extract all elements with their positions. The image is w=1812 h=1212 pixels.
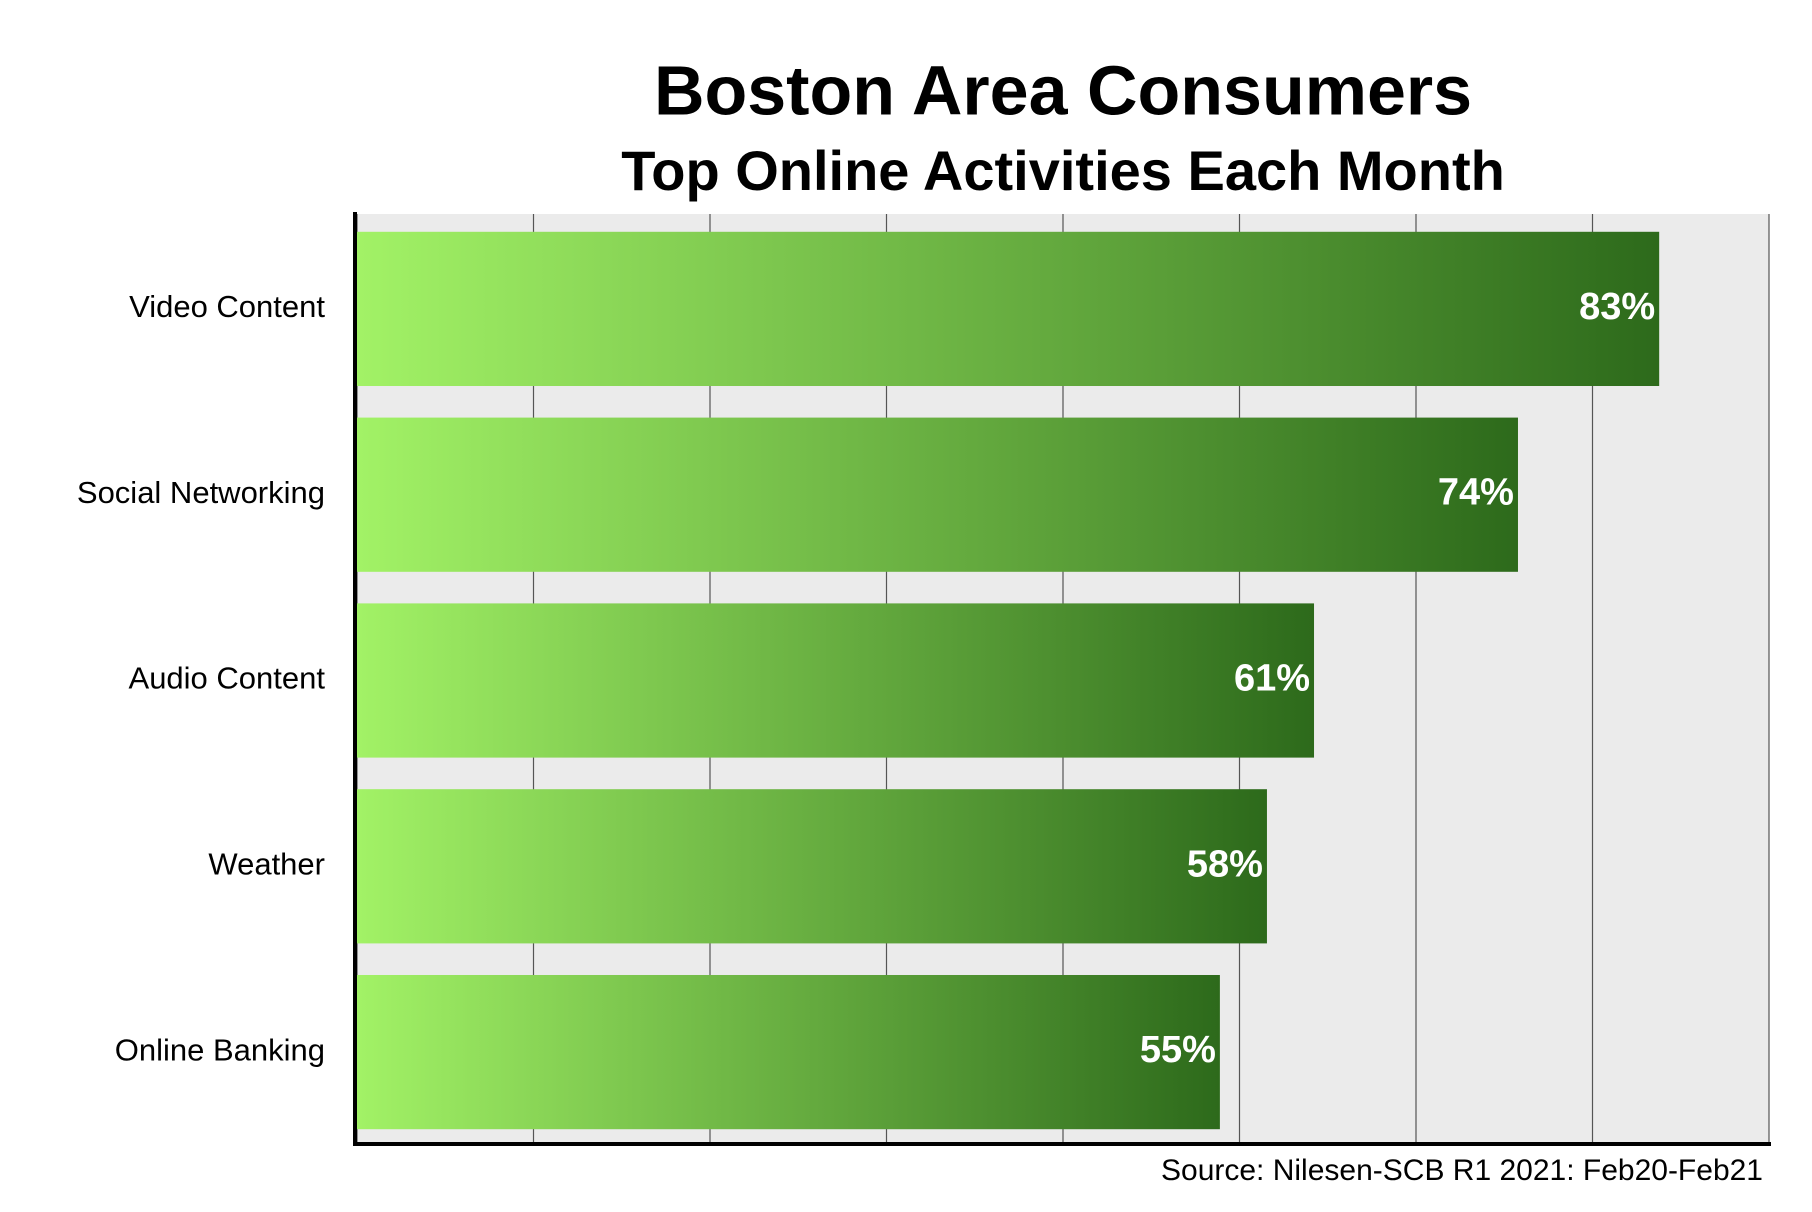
y-tick-label: Audio Content — [129, 661, 326, 696]
data-label: 61% — [1234, 658, 1310, 700]
source-note: Source: Nilesen-SCB R1 2021: Feb20-Feb21 — [1161, 1154, 1763, 1187]
y-tick-label: Video Content — [129, 289, 325, 324]
y-tick-label: Social Networking — [77, 475, 325, 510]
bar — [357, 789, 1267, 944]
bar — [357, 417, 1518, 572]
bar — [357, 603, 1315, 758]
y-tick-label: Online Banking — [115, 1032, 325, 1067]
bar — [357, 231, 1660, 387]
data-label: 55% — [1140, 1029, 1216, 1071]
data-label: 74% — [1438, 472, 1514, 514]
chart-title: Boston Area Consumers — [654, 51, 1472, 129]
data-label: 83% — [1579, 286, 1655, 328]
bar — [357, 974, 1220, 1130]
y-tick-label: Weather — [208, 846, 325, 881]
data-label: 58% — [1187, 843, 1263, 885]
chart-subtitle: Top Online Activities Each Month — [621, 139, 1505, 202]
